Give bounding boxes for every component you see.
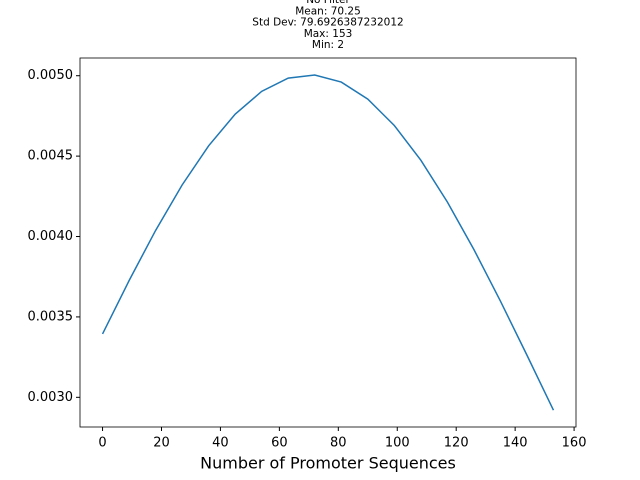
x-tick-label: 60	[271, 436, 288, 451]
y-tick-label: 0.0045	[28, 149, 74, 164]
y-tick-label: 0.0050	[28, 68, 74, 83]
y-tick-label: 0.0030	[28, 390, 74, 405]
x-tick-label: 100	[385, 436, 410, 451]
chart-title: No Filter	[306, 0, 350, 6]
chart-title: Max: 153	[304, 28, 353, 40]
x-tick-label: 80	[330, 436, 347, 451]
plot-frame	[79, 57, 577, 428]
chart-title: Mean: 70.25	[295, 5, 361, 17]
line-series	[101, 74, 555, 411]
chart-title: Std Dev: 79.6926387232012	[252, 17, 403, 29]
x-tick-label: 120	[444, 436, 469, 451]
x-tick-label: 160	[562, 436, 587, 451]
y-tick-label: 0.0035	[28, 309, 74, 324]
x-tick-label: 0	[98, 436, 106, 451]
y-tick-label: 0.0040	[28, 229, 74, 244]
x-tick-label: 20	[153, 436, 170, 451]
x-tick-label: 140	[503, 436, 528, 451]
x-axis-label: Number of Promoter Sequences	[200, 454, 456, 473]
chart-title: Min: 2	[312, 39, 344, 51]
x-tick-label: 40	[212, 436, 229, 451]
